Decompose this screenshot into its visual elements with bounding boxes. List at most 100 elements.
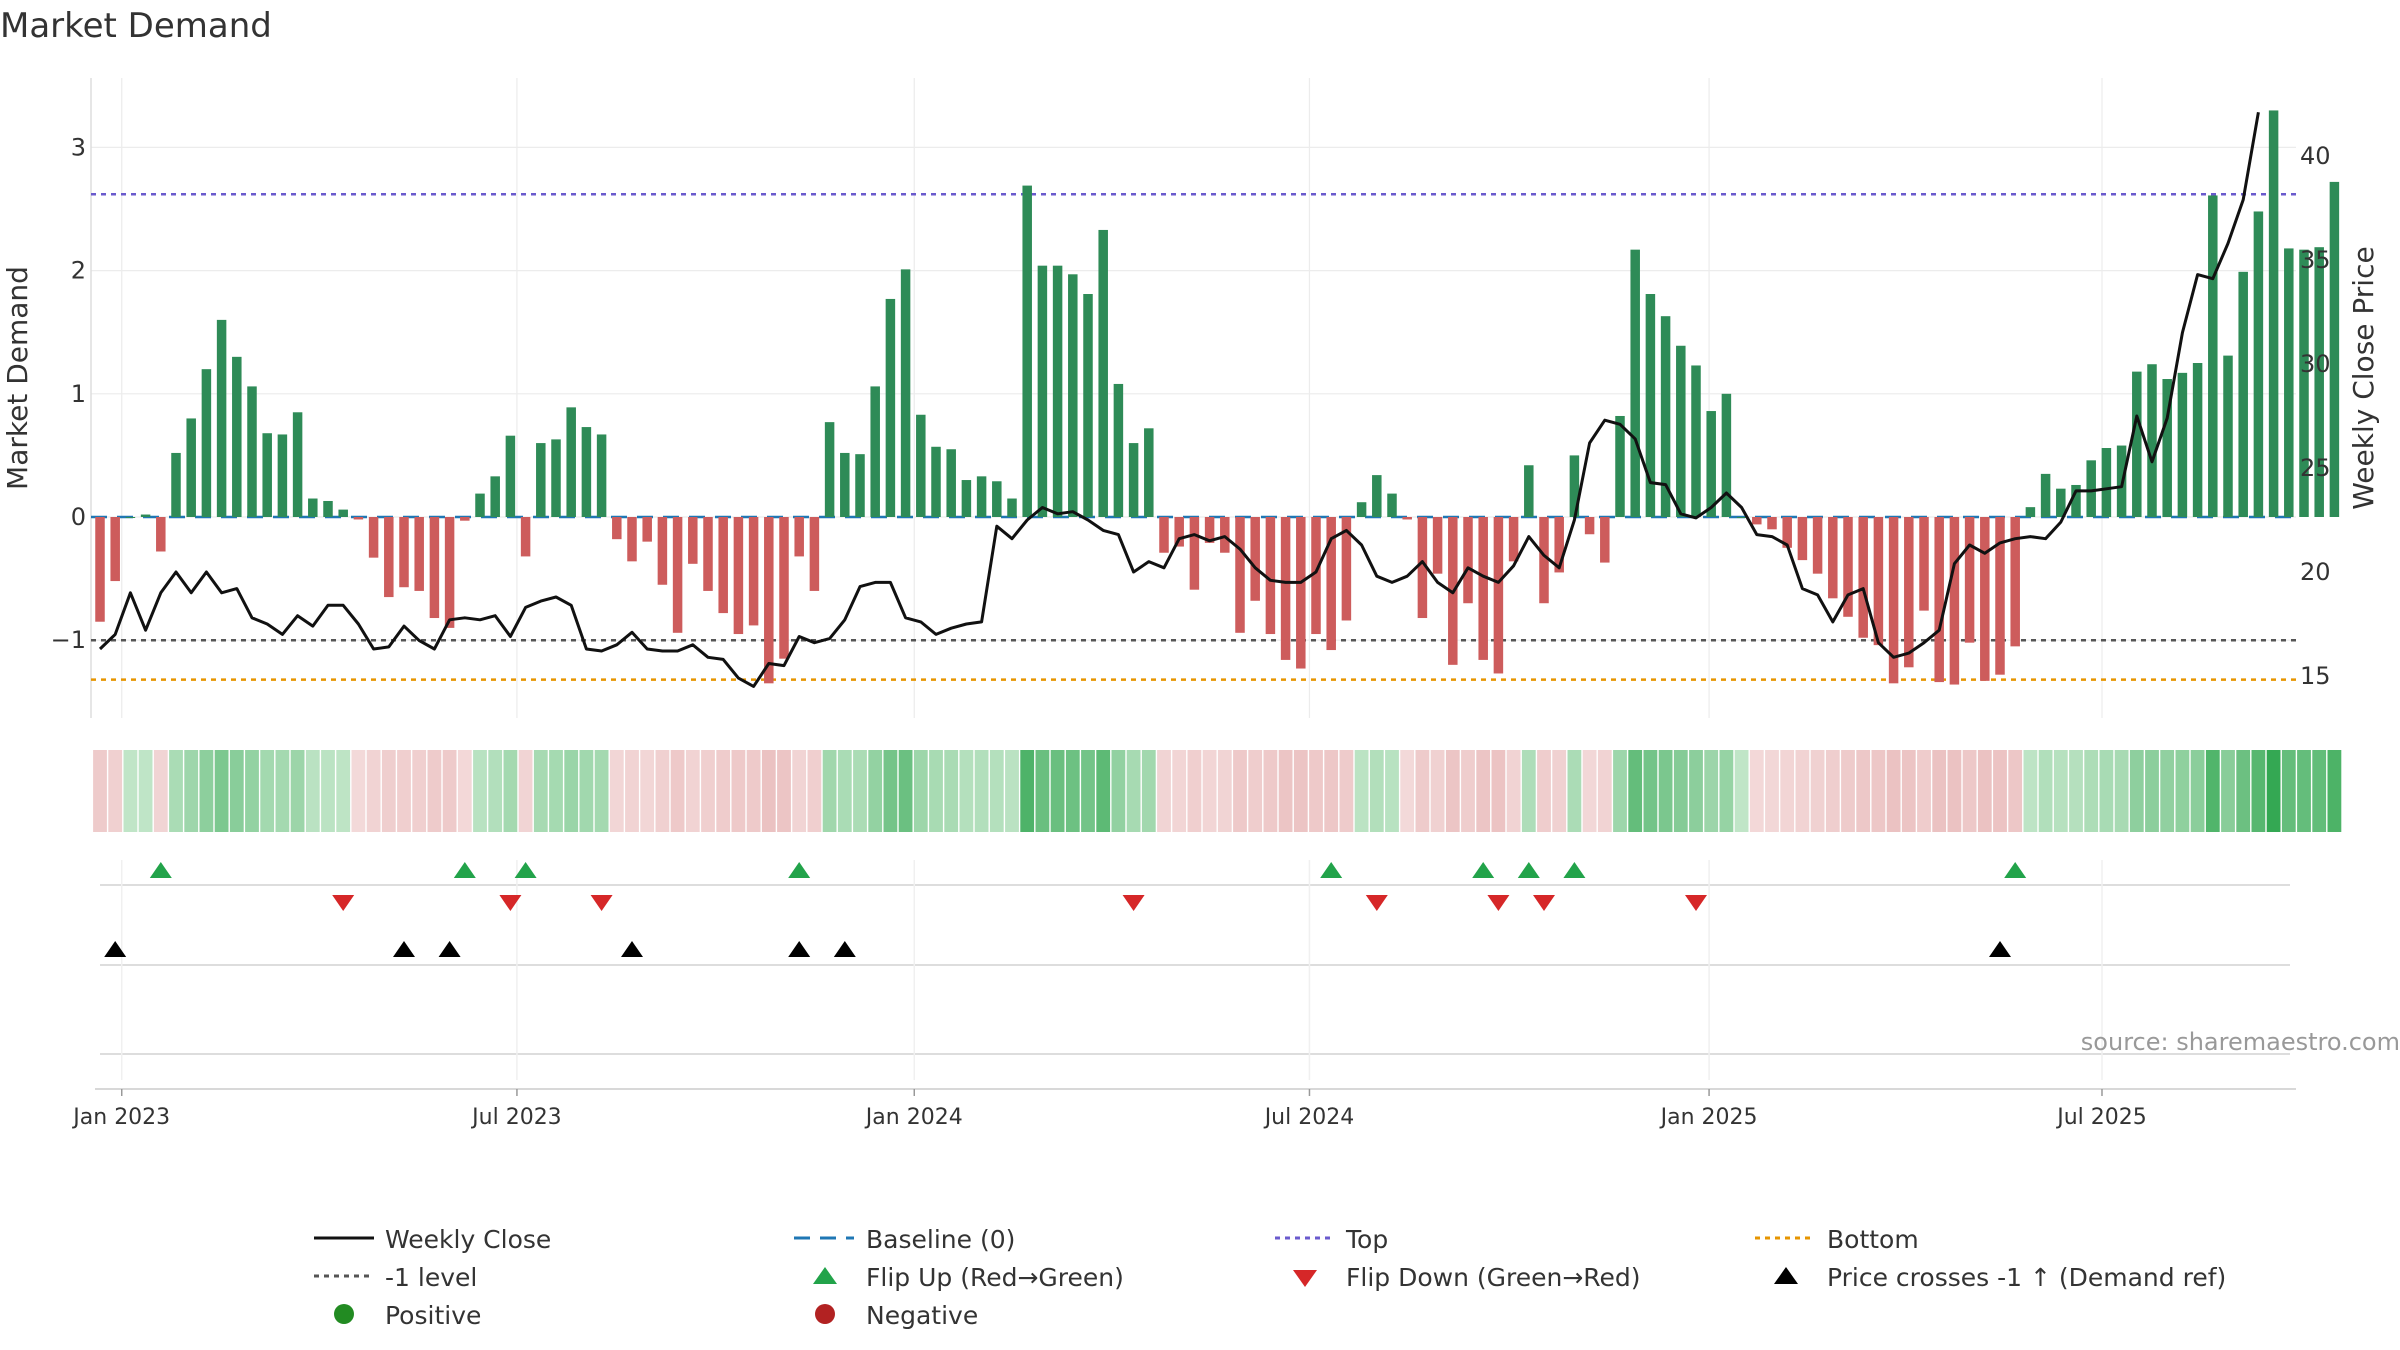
demand-bar: [505, 435, 516, 517]
demand-bar: [1189, 517, 1200, 590]
legend-weekly-close: Weekly Close: [314, 1225, 551, 1254]
demand-bar: [794, 517, 804, 557]
demand-bar: [748, 517, 759, 626]
heat-cell: [2114, 750, 2129, 832]
demand-bar: [2056, 488, 2066, 517]
demand-bar: [1493, 517, 1504, 674]
heat-cell: [989, 750, 1004, 832]
heat-cell: [1521, 750, 1536, 832]
demand-bar: [612, 517, 622, 540]
heat-cell: [1324, 750, 1339, 832]
legend: Weekly Close Baseline (0) Top Bottom -1 …: [314, 1225, 2226, 1330]
flip-up-marker: [788, 862, 811, 878]
demand-bar: [2314, 247, 2324, 517]
legend-flip-down-triangle-icon: [1293, 1270, 1317, 1287]
heat-cell: [2038, 750, 2053, 832]
demand-bar: [672, 517, 683, 633]
heat-cell: [1673, 750, 1688, 832]
demand-bar: [1128, 443, 1139, 517]
heat-cell: [2190, 750, 2205, 832]
demand-bar: [95, 517, 105, 622]
source-annotation: source: sharemaestro.com: [2081, 1028, 2400, 1056]
demand-bar: [1584, 517, 1595, 535]
demand-bar: [2147, 364, 2157, 517]
x-tick-labels: Jan 2023 Jul 2023 Jan 2024 Jul 2024 Jan 2025…: [71, 1089, 2147, 1130]
heat-cell: [792, 750, 807, 832]
heat-cell: [868, 750, 883, 832]
flip-up-marker: [1517, 862, 1540, 878]
demand-bar: [201, 369, 212, 517]
heat-cell: [898, 750, 913, 832]
heat-cell: [822, 750, 837, 832]
heat-cell: [1749, 750, 1764, 832]
demand-bar: [1220, 517, 1230, 553]
heat-cell: [1810, 750, 1825, 832]
heat-cell: [655, 750, 670, 832]
legend-flip-up: Flip Up (Red→Green): [813, 1263, 1124, 1292]
demand-bar: [840, 452, 850, 517]
heat-cell: [2160, 750, 2175, 832]
flip-down-marker: [1533, 895, 1555, 911]
demand-bar: [1508, 517, 1519, 562]
heat-cell: [321, 750, 335, 832]
legend-positive: Positive: [334, 1301, 481, 1330]
demand-bar: [1964, 517, 1975, 643]
heat-cell: [2297, 750, 2311, 832]
demand-bar: [1904, 517, 1914, 668]
demand-bar: [1326, 517, 1336, 651]
y-tick-label: 1: [71, 380, 86, 408]
heat-cell: [2069, 750, 2083, 832]
demand-bar: [110, 517, 120, 582]
x-tick-label: Jan 2023: [71, 1105, 170, 1130]
demand-bar: [1691, 365, 1701, 517]
demand-bar: [247, 386, 257, 517]
y2-tick-label: 20: [2300, 558, 2331, 586]
flip-up-marker: [514, 862, 537, 878]
demand-bar: [992, 481, 1002, 517]
heat-cell: [1932, 750, 1947, 832]
demand-bar: [2284, 248, 2294, 517]
demand-bar: [1828, 517, 1838, 599]
heat-cell: [184, 750, 199, 832]
heat-cell: [1993, 750, 2007, 832]
demand-bar: [308, 498, 318, 517]
heat-cell: [1126, 750, 1141, 832]
heat-cell: [351, 750, 366, 832]
flip-down-marker: [1685, 895, 1707, 911]
flip-down-markers: [332, 895, 1707, 911]
demand-bar: [1888, 517, 1899, 684]
heat-cell: [1020, 750, 1035, 832]
heat-cell: [701, 750, 715, 832]
heat-cell: [2327, 750, 2342, 832]
demand-bar: [1995, 517, 2005, 675]
demand-bar: [1417, 517, 1428, 619]
heat-cell: [1369, 750, 1384, 832]
flip-down-marker: [1487, 895, 1510, 911]
heat-cell: [1400, 750, 1415, 832]
heat-cell: [1491, 750, 1506, 832]
demand-bar: [475, 493, 485, 517]
demand-bar: [764, 517, 774, 684]
demand-bar: [368, 517, 379, 558]
price-cross-marker: [621, 941, 643, 957]
legend-price-cross-triangle-icon: [1774, 1267, 1798, 1284]
heat-cell: [1719, 750, 1734, 832]
heat-cell: [93, 750, 107, 832]
heat-cell: [1309, 750, 1323, 832]
demand-bar: [1250, 517, 1260, 601]
demand-bar: [1812, 517, 1823, 574]
heat-cell: [564, 750, 579, 832]
heat-cell: [974, 750, 989, 832]
flip-down-marker: [1365, 895, 1388, 911]
heat-cell: [1385, 750, 1399, 832]
heat-cell: [1461, 750, 1475, 832]
heat-cell: [579, 750, 594, 832]
demand-bar: [1432, 517, 1443, 574]
demand-bar: [1037, 265, 1048, 517]
demand-bar: [1752, 517, 1762, 525]
flip-down-marker: [332, 895, 355, 911]
demand-bar: [1706, 411, 1716, 517]
demand-bar: [946, 449, 956, 517]
flip-up-marker: [453, 862, 476, 878]
demand-bars: [95, 110, 2340, 685]
